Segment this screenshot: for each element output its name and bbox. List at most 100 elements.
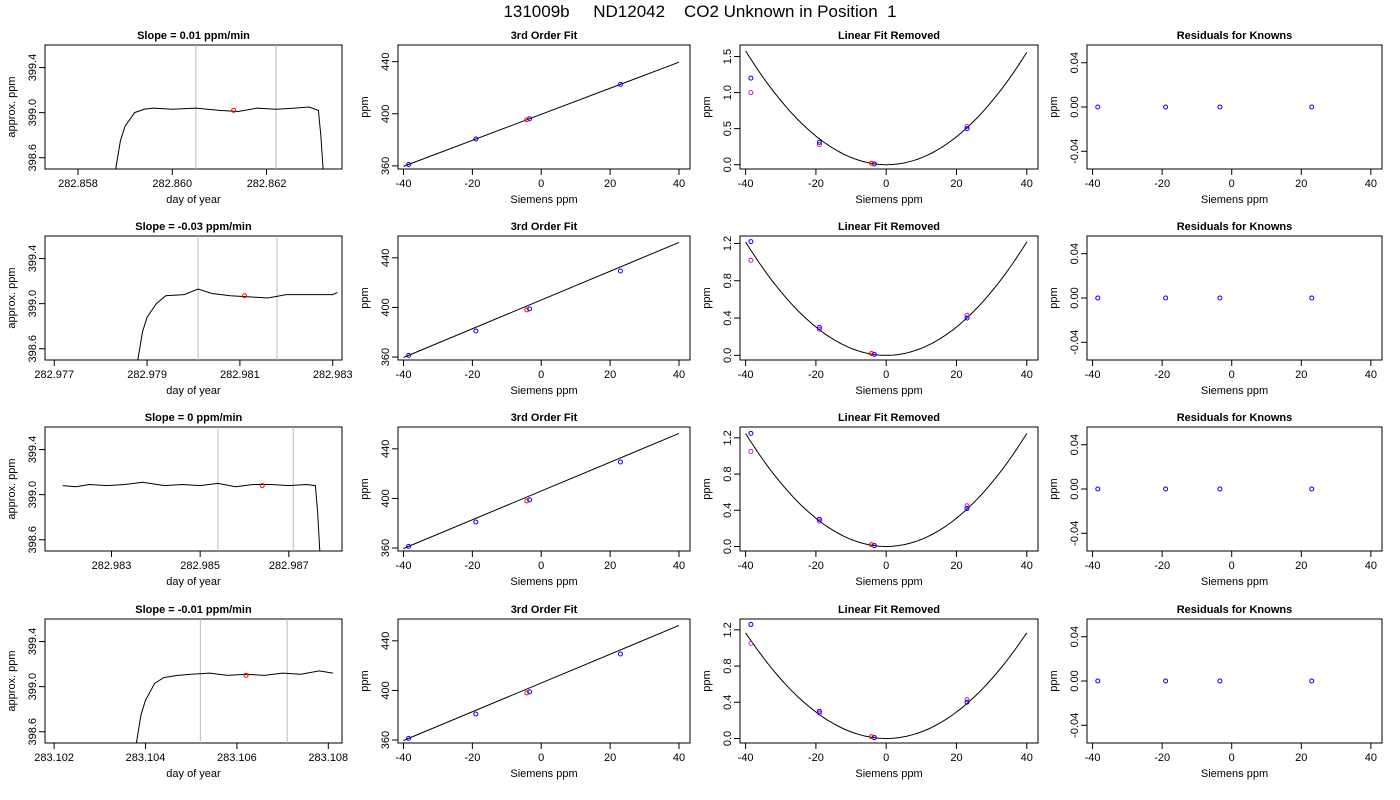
y-tick-label: 399.4 [27, 54, 39, 82]
x-axis-label: day of year [166, 576, 221, 588]
y-axis-label: approx. ppm [6, 76, 18, 137]
y-tick-label: -0.04 [1069, 713, 1081, 738]
y-tick-label: -0.04 [1069, 330, 1081, 355]
data-point [871, 351, 877, 357]
data-point [473, 519, 479, 525]
plot-area [745, 430, 1028, 549]
y-tick-label: 400 [380, 105, 392, 123]
y-axis-label: ppm [359, 96, 371, 117]
y-tick-label: 360 [380, 348, 392, 366]
x-axis-label: day of year [166, 768, 221, 780]
data-point [527, 689, 533, 695]
data-point [964, 505, 970, 511]
y-axis-label: ppm [1048, 96, 1060, 117]
x-tick-label: 0 [1229, 752, 1235, 764]
x-tick-label: 40 [673, 369, 685, 381]
x-tick-label: 20 [604, 560, 616, 572]
panel-1-3: Linear Fit Removed -40 -20 0 20 40 0.0 0.5 1.0 1.… [701, 30, 1039, 206]
data-series-line [62, 481, 321, 551]
x-tick-label: 40 [1021, 752, 1033, 764]
x-axis-label: Siemens ppm [855, 576, 922, 588]
y-tick-label: 360 [380, 539, 392, 557]
y-axis-label: ppm [1048, 287, 1060, 308]
x-tick-label: 20 [950, 369, 962, 381]
x-tick-label: -20 [464, 560, 480, 572]
panel-4-2: 3rd Order Fit -40 -20 0 20 40 360 400 440 Siemens… [359, 604, 691, 780]
data-point [871, 543, 877, 549]
data-point-secondary [748, 90, 754, 96]
y-tick-label: 0.00 [1069, 478, 1081, 499]
y-tick-label: 1.0 [722, 85, 734, 100]
x-tick-label: 40 [1365, 178, 1377, 190]
unknown-sample-point [243, 672, 249, 678]
x-tick-label: 20 [950, 752, 962, 764]
x-axis-label: Siemens ppm [855, 385, 922, 397]
y-tick-label: 0.0 [722, 539, 734, 554]
fit-curve [745, 632, 1028, 740]
y-axis-label: ppm [1048, 670, 1060, 691]
y-axis-label: ppm [359, 287, 371, 308]
x-tick-label: 40 [1365, 369, 1377, 381]
y-tick-label: 400 [380, 298, 392, 316]
x-axis-label: Siemens ppm [1201, 385, 1268, 397]
unknown-sample-point [524, 690, 530, 696]
data-point [1095, 104, 1101, 110]
data-point [1163, 486, 1169, 492]
x-axis-label: Siemens ppm [510, 385, 577, 397]
y-axis-label: ppm [359, 670, 371, 691]
x-tick-label: -40 [1085, 752, 1101, 764]
plot-area [745, 621, 1028, 741]
data-point [816, 516, 822, 522]
x-tick-label: -40 [738, 560, 754, 572]
x-tick-label: -40 [396, 178, 412, 190]
x-tick-label: 20 [1295, 560, 1307, 572]
plot-area [1095, 678, 1315, 684]
x-axis-label: Siemens ppm [1201, 576, 1268, 588]
data-point [617, 268, 623, 274]
y-axis-label: approx. ppm [6, 267, 18, 328]
data-point [748, 239, 754, 245]
y-axis-label: ppm [701, 96, 713, 117]
data-point [617, 459, 623, 465]
data-point [871, 735, 877, 741]
y-tick-label: 1.2 [722, 622, 734, 637]
x-tick-label: 40 [1365, 752, 1377, 764]
plot-area [403, 241, 680, 358]
panel-2-2: 3rd Order Fit -40 -20 0 20 40 360 400 440 Siemens… [359, 221, 691, 397]
x-tick-label: 0 [1229, 369, 1235, 381]
unknown-sample-point [524, 117, 530, 123]
x-axis-label: day of year [166, 194, 221, 206]
panel-title: Slope = -0.01 ppm/min [135, 604, 252, 616]
unknown-sample-point [868, 160, 874, 166]
plot-frame [44, 44, 343, 170]
x-tick-label: 40 [1365, 560, 1377, 572]
y-tick-label: 398.6 [27, 718, 39, 746]
panel-1-4: Residuals for Knowns -40 -20 0 20 40 -0.04 0.00… [1048, 30, 1383, 206]
y-axis-label: ppm [701, 670, 713, 691]
plot-area [745, 50, 1028, 167]
y-axis-label: ppm [359, 478, 371, 499]
x-tick-label: -20 [1154, 369, 1170, 381]
x-tick-label: 20 [950, 560, 962, 572]
plot-frame [1086, 426, 1383, 552]
panel-2-1: Slope = -0.03 ppm/min 282.977 282.979 282.9… [6, 221, 353, 397]
plot-area [1095, 486, 1315, 492]
x-tick-label: 283.102 [34, 752, 74, 764]
y-tick-label: 0.4 [722, 695, 734, 710]
y-tick-label: 398.6 [27, 144, 39, 172]
unknown-sample-point [259, 483, 265, 489]
panel-title: Residuals for Knowns [1177, 30, 1293, 42]
y-tick-label: 399.0 [27, 673, 39, 701]
y-tick-label: 399.4 [27, 436, 39, 464]
panel-4-4: Residuals for Knowns -40 -20 0 20 40 -0.04 0.00… [1048, 604, 1383, 780]
y-tick-label: 360 [380, 157, 392, 175]
x-tick-label: 282.862 [247, 178, 287, 190]
data-point [1163, 678, 1169, 684]
fit-curve [745, 241, 1028, 356]
data-point [527, 497, 533, 503]
x-axis-label: Siemens ppm [1201, 768, 1268, 780]
y-tick-label: 399.0 [27, 99, 39, 127]
x-axis-label: day of year [166, 385, 221, 397]
y-tick-label: 0.04 [1069, 52, 1081, 73]
